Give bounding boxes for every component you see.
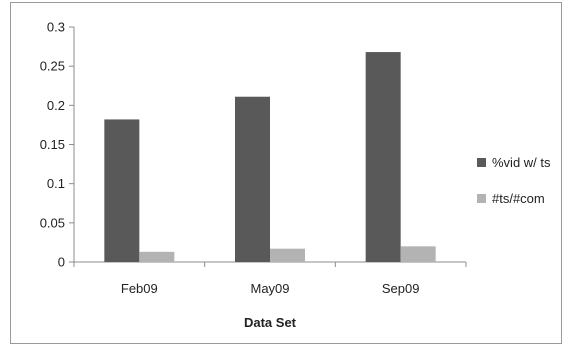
legend-label: #ts/#com: [492, 191, 545, 206]
bar-series2: [400, 246, 436, 262]
bar-series2: [270, 248, 305, 262]
legend-label: %vid w/ ts: [492, 155, 551, 170]
y-tick-label: 0.05: [40, 215, 65, 230]
y-tick-label: 0.2: [47, 98, 65, 113]
bars: [104, 52, 436, 262]
y-tick-label: 0.15: [40, 137, 65, 152]
bar-series1: [104, 119, 140, 262]
bar-series1: [235, 96, 270, 262]
y-tick-label: 0.25: [40, 59, 65, 74]
bar-series2: [139, 251, 175, 262]
x-axis-title: Data Set: [244, 315, 297, 330]
y-tick-label: 0: [58, 255, 65, 270]
x-category-label: May09: [250, 281, 289, 296]
legend-swatch: [477, 158, 486, 167]
y-axis: 0 0.05 0.1 0.15 0.2 0.25 0.3: [40, 20, 75, 270]
y-tick-label: 0.3: [47, 20, 65, 35]
x-axis: Feb09 May09 Sep09: [73, 261, 467, 296]
bar-series1: [365, 52, 401, 262]
chart-frame: 0 0.05 0.1 0.15 0.2 0.25 0.3 Feb09 May09 Sep09 %…: [10, 2, 562, 344]
x-category-label: Feb09: [121, 281, 158, 296]
legend-swatch: [477, 194, 486, 203]
bar-chart: 0 0.05 0.1 0.15 0.2 0.25 0.3 Feb09 May09 Sep09 %…: [40, 20, 551, 331]
x-category-label: Sep09: [382, 281, 420, 296]
legend: %vid w/ ts #ts/#com: [477, 155, 551, 206]
y-tick-label: 0.1: [47, 176, 65, 191]
